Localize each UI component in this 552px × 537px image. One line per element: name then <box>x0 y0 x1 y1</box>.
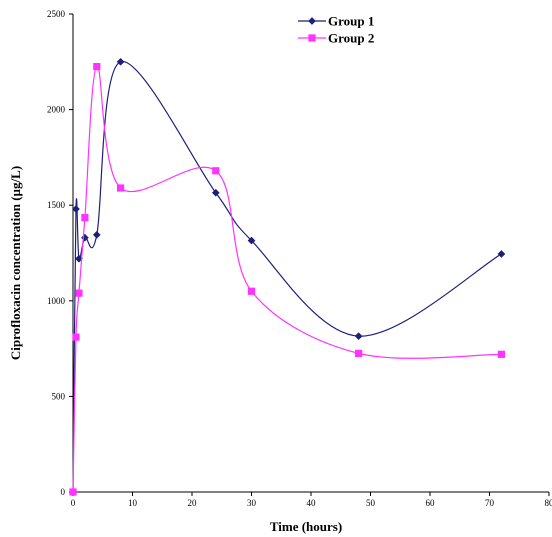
y-tick-label: 1000 <box>47 296 66 306</box>
series-layer <box>69 57 506 496</box>
data-point <box>212 167 220 175</box>
legend-item: Group 1 <box>298 14 374 29</box>
data-point <box>72 333 80 341</box>
axes <box>72 14 549 493</box>
data-point <box>75 289 83 297</box>
series-2 <box>69 62 505 496</box>
legend-marker <box>308 34 316 42</box>
data-point <box>497 250 506 258</box>
legend: Group 1 Group 2 <box>298 14 374 46</box>
x-tick-label: 60 <box>426 498 436 508</box>
data-point <box>497 350 505 358</box>
legend-item: Group 2 <box>298 31 374 46</box>
x-tick-label: 20 <box>188 498 198 508</box>
data-point <box>117 184 125 192</box>
data-point <box>116 57 125 66</box>
data-point <box>247 236 256 245</box>
data-point <box>247 287 256 295</box>
y-axis-title: Ciprofloxacin concentration (µg/L) <box>8 166 23 360</box>
x-tick-label: 30 <box>247 498 257 508</box>
y-tick-label: 0 <box>61 487 66 497</box>
data-point <box>93 62 101 71</box>
data-point <box>354 332 363 341</box>
legend-marker <box>308 17 316 25</box>
x-axis-ticks: 0 10 20 30 40 50 60 70 80 <box>71 492 552 508</box>
data-point <box>355 349 363 357</box>
y-axis-ticks: 0 500 1000 1500 2000 2500 <box>47 9 73 497</box>
x-axis-title: Time (hours) <box>270 519 342 534</box>
data-point <box>69 488 77 496</box>
legend-label: Group 1 <box>328 14 374 29</box>
x-tick-label: 0 <box>71 498 76 508</box>
data-point <box>81 214 89 222</box>
data-point <box>92 230 101 239</box>
y-tick-label: 2500 <box>47 9 66 19</box>
data-point <box>72 205 80 213</box>
x-tick-label: 50 <box>366 498 376 508</box>
data-point <box>211 188 220 197</box>
y-tick-label: 2000 <box>47 105 66 115</box>
y-tick-label: 500 <box>52 391 66 401</box>
y-tick-label: 1500 <box>47 200 66 210</box>
x-tick-label: 70 <box>485 498 495 508</box>
x-tick-label: 80 <box>545 498 552 508</box>
series-1 <box>69 57 506 496</box>
series-line <box>72 65 502 493</box>
legend-label: Group 2 <box>328 31 374 46</box>
series-line <box>72 61 502 493</box>
x-tick-label: 10 <box>128 498 138 508</box>
x-tick-label: 40 <box>307 498 317 508</box>
